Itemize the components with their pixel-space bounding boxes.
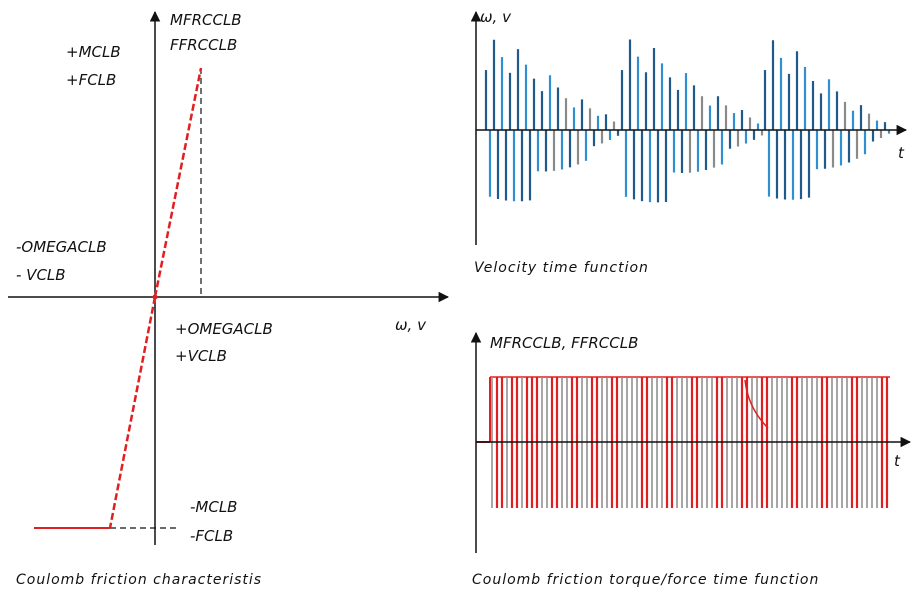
torque-axis-x-label: t <box>894 452 901 470</box>
characteristic-positive-slope <box>153 67 203 298</box>
torque-transient <box>744 379 769 429</box>
left-caption: Coulomb friction characteristis <box>16 572 262 588</box>
label-mfrcclb: MFRCCLB <box>170 11 242 29</box>
friction-characteristic-panel: MFRCCLB FFRCCLB +MCLB +FCLB -OMEGACLB - … <box>8 10 450 588</box>
characteristic-negative-slope <box>108 296 157 529</box>
label-minus-fclb: -FCLB <box>190 527 233 545</box>
friction-torque-panel: MFRCCLB, FFRCCLB t Coulomb friction torq… <box>470 331 912 588</box>
label-ffrcclb: FFRCCLB <box>170 36 237 54</box>
velocity-caption: Velocity time function <box>474 260 649 276</box>
left-axis-x-label: ω, v <box>395 316 427 334</box>
label-minus-omegaclb: -OMEGACLB <box>16 238 107 256</box>
label-plus-vclb: +VCLB <box>175 347 227 365</box>
origin-marker <box>152 294 158 300</box>
label-minus-mclb: -MCLB <box>190 498 237 516</box>
velocity-signal <box>484 39 891 203</box>
label-plus-omegaclb: +OMEGACLB <box>175 320 273 338</box>
velocity-time-panel: ω, v t Velocity time function <box>470 8 908 276</box>
velocity-axis-y-label: ω, v <box>480 8 512 26</box>
torque-caption: Coulomb friction torque/force time funct… <box>472 572 819 588</box>
torque-axis-y-label: MFRCCLB, FFRCCLB <box>490 334 638 352</box>
velocity-axis-x-label: t <box>898 144 905 162</box>
label-plus-fclb: +FCLB <box>66 71 116 89</box>
label-plus-mclb: +MCLB <box>66 43 121 61</box>
label-minus-vclb: - VCLB <box>16 266 66 284</box>
